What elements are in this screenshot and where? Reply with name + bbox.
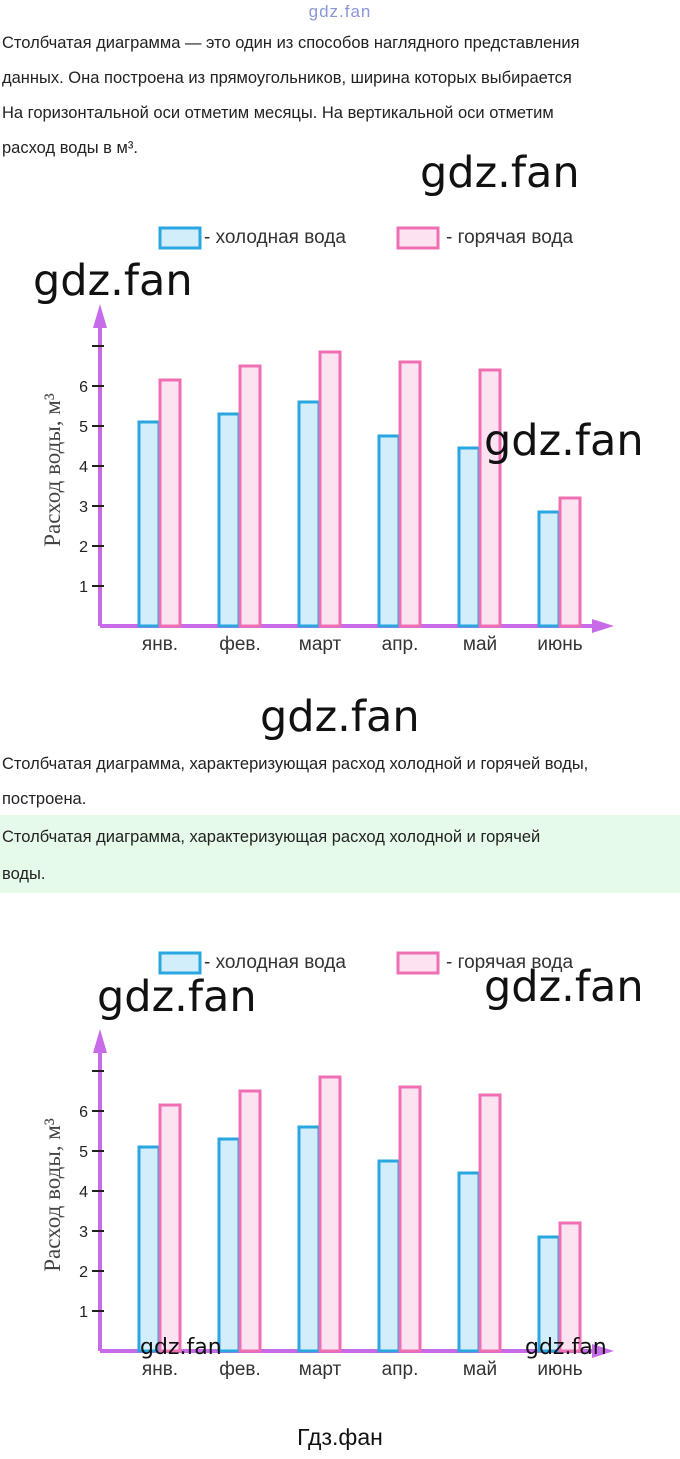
y-tick-label: 4 [79,1184,88,1201]
site-logo-top[interactable]: gdz.fan [308,2,372,21]
y-tick-label: 4 [79,459,88,476]
result-paragraph: Столбчатая диаграмма, характеризующая ра… [2,747,672,817]
legend-label: - горячая вода [446,227,573,248]
y-tick-label: 3 [79,1224,88,1241]
x-axis-arrow [592,1344,614,1358]
bar-hot-water [238,1089,262,1353]
bar-hot-water [558,496,582,628]
bar-cold-water [377,434,401,628]
x-tick-label: фев. [219,634,261,655]
y-axis-label: Расход воды, м³ [40,1118,65,1272]
watermark: gdz.fan [33,256,193,306]
legend-swatch [396,226,440,250]
intro-line: расход воды в м³. [2,139,138,157]
bar-cold-water [217,412,241,628]
watermark: gdz.fan [484,416,644,466]
water-usage-chart-2: - холодная вода - горячая вода 1 2 3 4 5 6 Расхо… [0,935,680,1385]
result-line: построена. [2,790,87,808]
x-tick-label: апр. [382,1359,419,1380]
intro-line: Столбчатая диаграмма — это один из спосо… [2,34,580,52]
x-tick-label: июнь [537,634,582,655]
x-axis-arrow [592,619,614,633]
bar-cold-water [297,1125,321,1353]
intro-line: На горизонтальной оси отметим месяцы. На… [2,104,554,122]
watermark: gdz.fan [484,962,644,1012]
watermark: gdz.fan [420,148,580,198]
y-tick-label: 1 [79,1304,88,1321]
bar-hot-water [158,1103,182,1353]
bar-cold-water [137,420,161,628]
answer-box: Столбчатая диаграмма, характеризующая ра… [0,815,680,893]
bar-hot-water [158,378,182,628]
x-tick-label: фев. [219,1359,261,1380]
bar-cold-water [137,1145,161,1353]
bar-hot-water [558,1221,582,1353]
bar-hot-water [398,360,422,628]
y-tick-label: 6 [79,1104,88,1121]
y-axis-arrow [93,304,107,328]
legend-label: - холодная вода [204,227,346,248]
legend-label: - горячая вода [446,952,573,973]
result-line: Столбчатая диаграмма, характеризующая ра… [2,755,589,773]
bar-cold-water [537,1235,561,1353]
intro-paragraph: Столбчатая диаграмма — это один из спосо… [2,26,672,166]
legend-swatch [158,226,202,250]
y-tick-label: 2 [79,539,88,556]
watermark: gdz.fan [260,692,420,742]
x-tick-label: март [299,634,342,655]
x-tick-label: май [463,1359,497,1380]
water-usage-chart-1: - холодная вода - горячая вода 1 2 3 4 5 6 Расхо… [0,210,680,660]
y-axis-arrow [93,1029,107,1053]
bar-cold-water [457,1171,481,1353]
x-tick-label: март [299,1359,342,1380]
footer-title: Гдз.фан [297,1424,383,1450]
bar-cold-water [537,510,561,628]
bar-cold-water [297,400,321,628]
bar-hot-water [238,364,262,628]
y-tick-label: 6 [79,379,88,396]
y-tick-label: 2 [79,1264,88,1281]
y-tick-label: 1 [79,579,88,596]
answer-line: воды. [2,865,46,883]
x-tick-label: июнь [537,1359,582,1380]
watermark: gdz.fan [97,972,257,1022]
x-tick-label: янв. [142,634,178,655]
y-tick-label: 5 [79,419,88,436]
legend-swatch [396,951,440,975]
watermark-small: gdz.fan [140,1335,222,1360]
bar-hot-water [318,350,342,628]
y-axis-label: Расход воды, м³ [40,393,65,547]
bar-hot-water [318,1075,342,1353]
answer-text: Столбчатая диаграмма, характеризующая ра… [2,819,672,893]
bar-cold-water [217,1137,241,1353]
y-tick-label: 5 [79,1144,88,1161]
bar-cold-water [457,446,481,628]
x-tick-label: янв. [142,1359,178,1380]
bar-cold-water [377,1159,401,1353]
x-tick-label: апр. [382,634,419,655]
bar-hot-water [398,1085,422,1353]
answer-line: Столбчатая диаграмма, характеризующая ра… [2,828,541,846]
legend-label: - холодная вода [204,952,346,973]
legend-swatch [158,951,202,975]
x-tick-label: май [463,634,497,655]
bar-hot-water [478,368,502,628]
watermark-small: gdz.fan [525,1335,607,1360]
intro-line: данных. Она построена из прямоугольников… [2,69,572,87]
y-tick-label: 3 [79,499,88,516]
bar-hot-water [478,1093,502,1353]
